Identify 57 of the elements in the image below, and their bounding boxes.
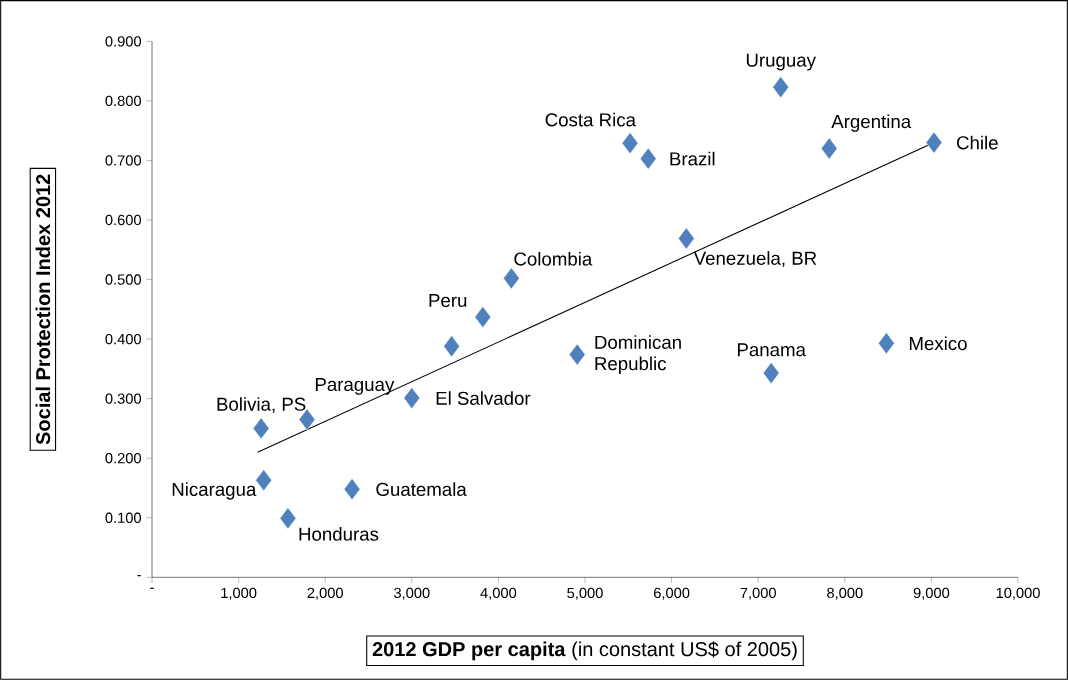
annotation: Chile bbox=[956, 135, 998, 150]
y-tick-label: 0.800 bbox=[105, 95, 142, 107]
annotation: El Salvador bbox=[436, 391, 531, 405]
y-tick-label: - bbox=[137, 575, 141, 577]
point bbox=[621, 132, 639, 155]
x-tick-label: 8,000 bbox=[827, 587, 863, 600]
annotation: Costa Rica bbox=[545, 112, 636, 127]
x-tick-label: 10,000 bbox=[996, 587, 1040, 600]
y-axis-title: Social Protection Index 2012 bbox=[35, 174, 51, 445]
point bbox=[568, 343, 586, 366]
point bbox=[252, 417, 270, 440]
x-tick-label: 7,000 bbox=[740, 587, 776, 600]
annotation: Honduras bbox=[299, 527, 379, 541]
annotation: Guatemala bbox=[376, 482, 467, 497]
annotation: Argentina bbox=[831, 114, 912, 132]
y-tick-label: 0.200 bbox=[105, 453, 142, 464]
x-tick-label: 3,000 bbox=[394, 587, 430, 600]
point bbox=[925, 131, 943, 154]
x-tick-label: 9,000 bbox=[913, 587, 950, 600]
y-tick-label: 0.500 bbox=[105, 274, 142, 285]
annotation: Peru bbox=[429, 294, 467, 308]
point bbox=[343, 478, 361, 501]
x-tick-label: 4,000 bbox=[480, 587, 517, 600]
y-tick-label: 0.100 bbox=[105, 512, 142, 523]
point bbox=[772, 76, 789, 99]
y-tick-label: 0.400 bbox=[105, 333, 142, 345]
annotation: Brazil bbox=[670, 151, 715, 166]
y-tick-label: 0.900 bbox=[105, 36, 142, 47]
annotation: Nicaragua bbox=[172, 482, 257, 500]
annotation: Panama bbox=[737, 343, 806, 357]
annotation: Colombia bbox=[514, 251, 593, 266]
point bbox=[678, 227, 695, 250]
point bbox=[255, 469, 272, 492]
annotation: Dominican Republic bbox=[595, 335, 681, 374]
point bbox=[474, 306, 492, 329]
x-tick-label: 5,000 bbox=[567, 587, 603, 600]
point bbox=[878, 332, 895, 355]
annotation: Uruguay bbox=[746, 53, 816, 71]
x-tick-label: 6,000 bbox=[654, 587, 690, 600]
point bbox=[279, 507, 297, 530]
point bbox=[503, 267, 520, 290]
annotation: Paraguay bbox=[315, 378, 395, 395]
point bbox=[639, 147, 657, 170]
y-tick-label: 0.300 bbox=[105, 393, 142, 404]
point bbox=[762, 362, 780, 384]
point bbox=[443, 335, 460, 358]
point bbox=[820, 137, 838, 160]
annotation: Bolivia, PS bbox=[217, 397, 306, 414]
x-tick-label: 1,000 bbox=[221, 587, 257, 600]
annotation: Venezuela, BR bbox=[693, 251, 817, 268]
point bbox=[403, 387, 421, 409]
annotation: Mexico bbox=[909, 336, 967, 351]
x-axis-title: 2012 GDP per capita (in constant US$ of 2005) bbox=[372, 641, 797, 661]
x-tick-label: 2,000 bbox=[307, 587, 343, 600]
y-tick-label: 0.600 bbox=[105, 214, 142, 226]
y-tick-label: 0.700 bbox=[105, 155, 142, 166]
x-tick-label: - bbox=[150, 587, 154, 589]
